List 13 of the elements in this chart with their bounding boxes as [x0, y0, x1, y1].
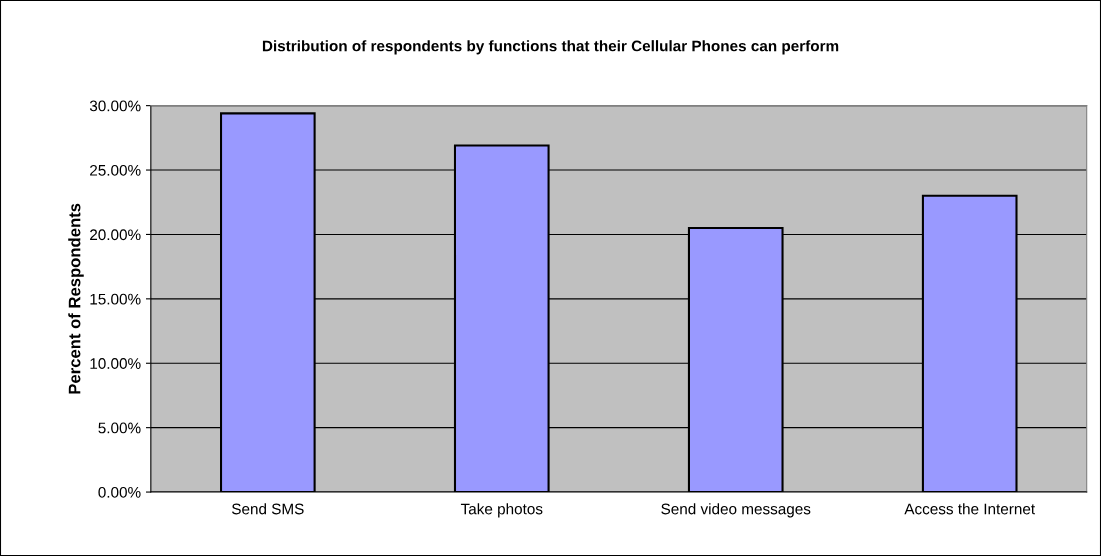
- x-tick-label: Send SMS: [232, 503, 304, 515]
- chart-title: Distribution of respondents by functions that their Cellular Phones can perform: [262, 40, 839, 55]
- x-tick-label: Send video messages: [661, 503, 811, 518]
- y-axis-title: Percent of Respondents: [68, 203, 84, 394]
- y-tick-label: 0.00%: [98, 486, 141, 498]
- y-tick-label: 25.00%: [90, 164, 141, 176]
- y-tick-label: 10.00%: [90, 358, 141, 369]
- y-tick-label: 30.00%: [89, 100, 141, 112]
- x-tick-label: Take photos: [460, 503, 543, 518]
- x-tick-label: Access the Internet: [904, 503, 1035, 515]
- y-tick-label: 20.00%: [90, 229, 141, 241]
- y-tick-label: 5.00%: [98, 422, 141, 434]
- y-tick-label: 15.00%: [90, 293, 141, 305]
